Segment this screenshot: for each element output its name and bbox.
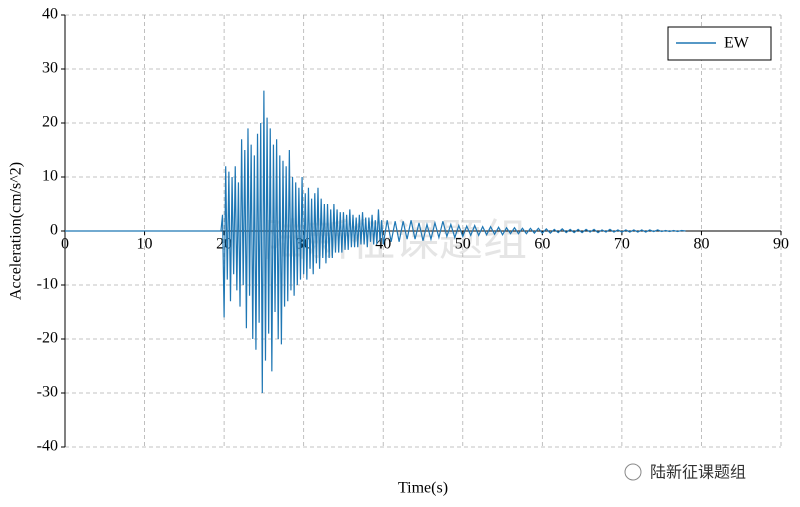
legend-label: EW <box>724 35 750 52</box>
y-tick-label: -30 <box>37 384 58 401</box>
data-line <box>65 90 686 394</box>
y-tick-label: 20 <box>42 114 58 131</box>
y-tick-label: -40 <box>37 438 58 455</box>
source-label: 陆新征课题组 <box>650 463 746 482</box>
x-tick-label: 10 <box>137 236 153 253</box>
x-tick-label: 50 <box>455 236 471 253</box>
x-tick-label: 80 <box>693 236 709 253</box>
x-tick-label: 90 <box>773 236 789 253</box>
x-axis-label: Time(s) <box>398 480 448 497</box>
y-tick-label: 0 <box>50 222 58 239</box>
x-tick-label: 60 <box>534 236 550 253</box>
y-tick-label: 30 <box>42 60 58 77</box>
y-tick-label: 40 <box>42 6 58 23</box>
y-tick-label: -20 <box>37 330 58 347</box>
y-tick-label: -10 <box>37 276 58 293</box>
y-axis-label: Acceleration(cm/s^2) <box>8 162 25 300</box>
wechat-icon <box>624 463 642 481</box>
y-tick-label: 10 <box>42 168 58 185</box>
x-tick-label: 70 <box>614 236 630 253</box>
